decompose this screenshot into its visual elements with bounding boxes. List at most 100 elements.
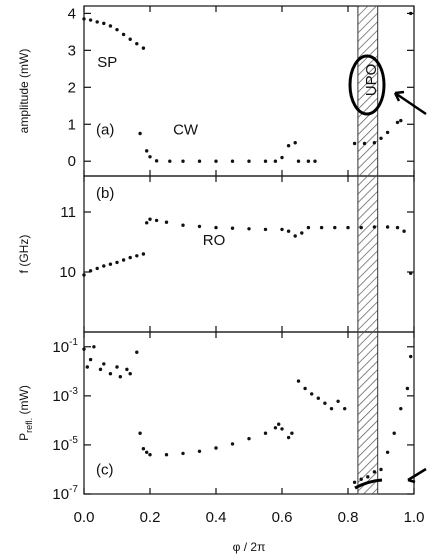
x-tick-label: 0.8 [338,509,359,526]
data-point [296,379,301,383]
data-points [82,11,413,484]
data-point [135,41,139,46]
data-point [102,264,106,268]
x-tick-label: 0.2 [140,509,161,526]
y-axis-title: Prefl. (mW) [17,385,34,441]
data-point [247,227,251,231]
data-point [385,450,390,455]
data-point [82,17,86,21]
data-point [346,225,350,230]
data-point [168,159,172,163]
data-point [313,159,317,163]
data-point [148,452,152,457]
data-point [385,225,390,229]
data-point [108,24,113,28]
y-axis-title: amplitude (mW) [17,49,31,134]
data-point [128,371,132,376]
annotation-label: RO [203,232,226,249]
panel-label: (c) [96,461,114,478]
data-point [379,467,383,472]
data-point [329,406,334,411]
y-tick-label: 10-1 [52,337,78,356]
data-point [372,225,377,229]
axis-labels: 0.0 0.2 0.4 0.6 0.8 1.0 φ / 2π 0 1 2 3 4 amplitude (… [17,5,424,554]
annotation-upo: UPO [363,64,380,97]
y-tick-label: 0 [68,153,76,170]
data-point [181,223,185,227]
data-point [197,159,202,163]
data-point [145,221,149,225]
data-point [82,347,86,351]
data-point [138,131,142,136]
data-point [164,452,169,457]
data-point [392,431,396,435]
data-point [154,218,159,223]
data-point [402,229,406,233]
data-point [154,159,159,163]
data-point [125,367,129,372]
y-axis-title: f (GHz) [17,235,31,274]
axis-ticks [83,6,415,495]
data-point [293,141,297,145]
data-point [98,367,103,372]
data-point [319,225,324,230]
data-point [145,450,149,455]
data-point [310,392,314,396]
data-point [95,20,99,24]
panel-label: (a) [96,121,114,138]
data-point [273,426,278,430]
data-point [128,37,132,41]
data-point [115,260,119,265]
y-tick-label: 10-5 [52,435,78,454]
data-point [303,386,307,391]
data-point [409,271,413,275]
data-point [214,159,218,163]
y-tick-label: 10 [59,264,76,281]
data-point [247,159,251,163]
data-point [323,401,327,405]
x-tick-label: 0.0 [74,509,95,526]
data-point [277,422,281,426]
data-point [82,273,86,277]
panel-c-frame [83,331,415,495]
data-point [92,345,96,349]
data-point [343,406,347,411]
data-point [181,159,185,163]
data-point [290,431,294,435]
data-point [141,252,146,256]
data-point [286,229,291,233]
data-point [300,231,304,235]
data-point [230,159,235,163]
data-point [141,447,146,451]
data-point [366,475,370,479]
data-point [108,371,113,376]
panel-label: (b) [96,185,114,202]
data-point [115,365,119,369]
x-tick-label: 0.6 [272,509,293,526]
data-point [293,234,297,238]
data-point [280,427,284,431]
data-point [88,357,93,362]
data-point [273,159,278,163]
data-point [409,11,413,16]
data-point [141,46,146,50]
data-point [395,225,400,230]
data-point [135,350,139,354]
hand-drawn-arrow-small [407,467,427,484]
data-point [280,227,284,232]
data-point [214,225,218,230]
data-point [121,258,126,262]
data-point [296,159,301,163]
y-tick-label: 11 [60,204,76,221]
data-point [95,266,99,271]
annotation-label: CW [173,122,199,139]
data-point [181,451,185,456]
data-point [286,143,291,148]
data-point [399,118,403,123]
data-point [263,431,268,435]
data-point [148,155,152,159]
data-point [230,442,235,446]
data-point [214,446,218,450]
data-point [352,480,357,484]
